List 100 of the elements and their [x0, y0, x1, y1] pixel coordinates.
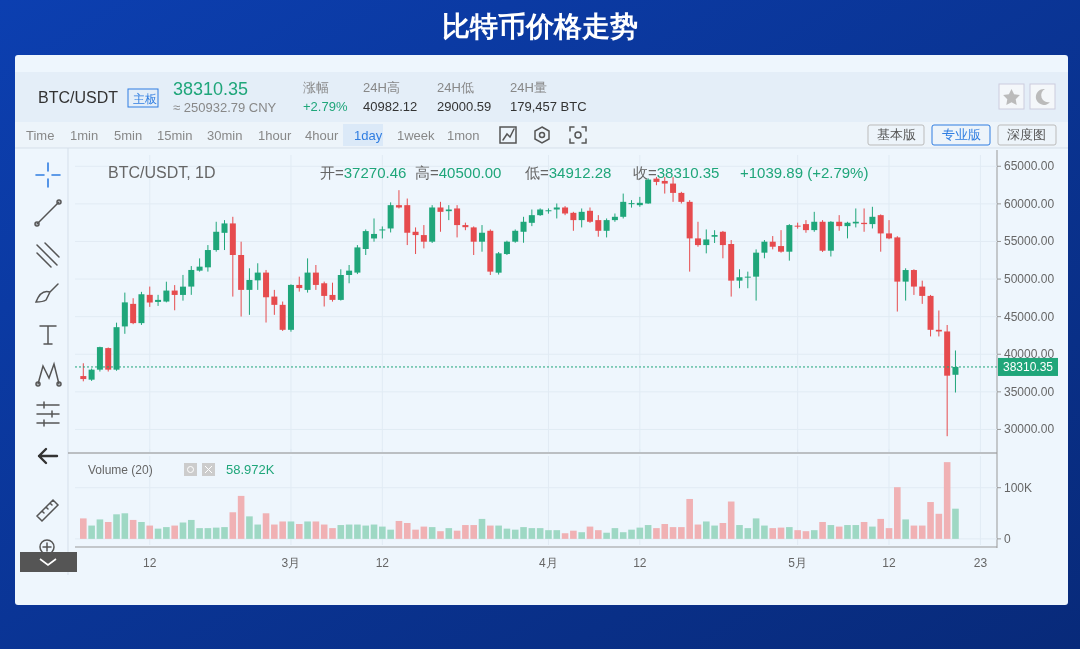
bar: [138, 521, 145, 539]
candlestick: [213, 221, 220, 253]
annotation: +1039.89 (+2.79%): [740, 164, 869, 181]
candlestick: [329, 282, 336, 303]
candlestick: [703, 228, 710, 254]
text: 24H量: [510, 80, 547, 95]
candlestick: [802, 219, 809, 234]
candlestick: [362, 228, 369, 256]
bar: [121, 513, 129, 539]
candlestick: [877, 213, 884, 253]
x-tick-label: 4月: [539, 556, 558, 570]
bar: [894, 487, 901, 539]
bar: [337, 525, 345, 539]
bar: [113, 514, 120, 539]
chart-title: 比特币价格走势: [442, 11, 638, 42]
candlestick: [778, 229, 785, 254]
candlestick: [520, 216, 527, 244]
annotation: 低=34912.28: [525, 164, 612, 181]
candlestick: [570, 211, 577, 232]
bar: [611, 528, 619, 539]
bar: [445, 528, 453, 539]
bar: [129, 519, 137, 539]
bar: [786, 527, 793, 539]
text: 1day: [354, 128, 383, 143]
candlestick: [80, 362, 87, 382]
y-tick-label: 0: [1004, 531, 1011, 546]
x-tick-label: 12: [882, 556, 897, 570]
bar: [80, 518, 87, 539]
candlestick: [910, 268, 917, 296]
bar: [761, 525, 768, 539]
bar: [536, 528, 544, 539]
candlestick: [379, 225, 386, 239]
bar: [819, 521, 826, 539]
text: 179,457 BTC: [510, 99, 587, 114]
bar: [595, 530, 602, 539]
bar: [237, 495, 245, 539]
bar: [719, 523, 727, 539]
bar: [478, 518, 486, 539]
y-tick-label: 60000.00: [1004, 196, 1055, 211]
bar: [204, 528, 212, 539]
annotation: 高=40500.00: [415, 164, 502, 181]
candlestick: [188, 265, 195, 296]
candlestick: [437, 201, 444, 233]
bar: [877, 518, 885, 539]
candlestick: [545, 207, 552, 215]
candlestick: [412, 226, 419, 255]
candlestick: [620, 193, 627, 219]
candlestick: [246, 267, 253, 316]
bar: [603, 532, 610, 539]
bar: [304, 521, 311, 539]
bar: [179, 522, 187, 539]
x-tick-label: 23: [973, 556, 988, 570]
bar: [752, 518, 760, 539]
text: 深度图: [1006, 127, 1046, 142]
candlestick: [254, 262, 261, 291]
candlestick: [869, 206, 876, 229]
candlestick: [578, 207, 585, 228]
text: 4hour: [305, 128, 339, 143]
annotation: 58.972K: [226, 462, 275, 477]
annotation: 38310.35: [656, 164, 720, 181]
bar: [487, 525, 494, 539]
candlestick: [155, 294, 162, 307]
text: 1mon: [447, 128, 480, 143]
candlestick: [387, 201, 394, 233]
text: ≈ 250932.79 CNY: [173, 100, 277, 115]
text: Time: [26, 128, 55, 143]
bar: [827, 525, 835, 539]
candlestick: [321, 281, 328, 308]
bar: [171, 525, 178, 539]
text: 40982.12: [363, 99, 418, 114]
annotation: 开=37270.46: [320, 164, 407, 181]
candlestick: [271, 289, 278, 316]
x-tick-label: 3月: [281, 556, 301, 570]
y-tick-label: 30000.00: [1004, 422, 1055, 437]
bar: [395, 520, 403, 539]
candlestick: [611, 213, 618, 223]
candlestick: [902, 267, 909, 302]
bar: [885, 528, 893, 539]
candlestick: [420, 224, 427, 249]
bar: [769, 528, 777, 539]
candlestick: [753, 248, 760, 302]
y-tick-label: 100K: [1004, 480, 1033, 495]
bar: [902, 519, 909, 539]
candlestick: [595, 214, 602, 238]
candlestick: [179, 274, 186, 302]
text: 收=: [633, 164, 657, 181]
text: 基本版: [876, 127, 916, 142]
bar: [570, 530, 577, 539]
bar: [437, 531, 444, 539]
bar: [736, 525, 743, 539]
text: 24H低: [437, 80, 474, 95]
bar: [96, 519, 104, 539]
bar: [860, 521, 868, 539]
text: +2.79%: [303, 99, 348, 114]
text: 15min: [157, 128, 193, 143]
candlestick: [761, 239, 768, 259]
candlestick: [146, 286, 153, 308]
x-tick-label: 12: [633, 556, 647, 570]
candlestick: [221, 219, 228, 251]
bar: [229, 512, 237, 539]
